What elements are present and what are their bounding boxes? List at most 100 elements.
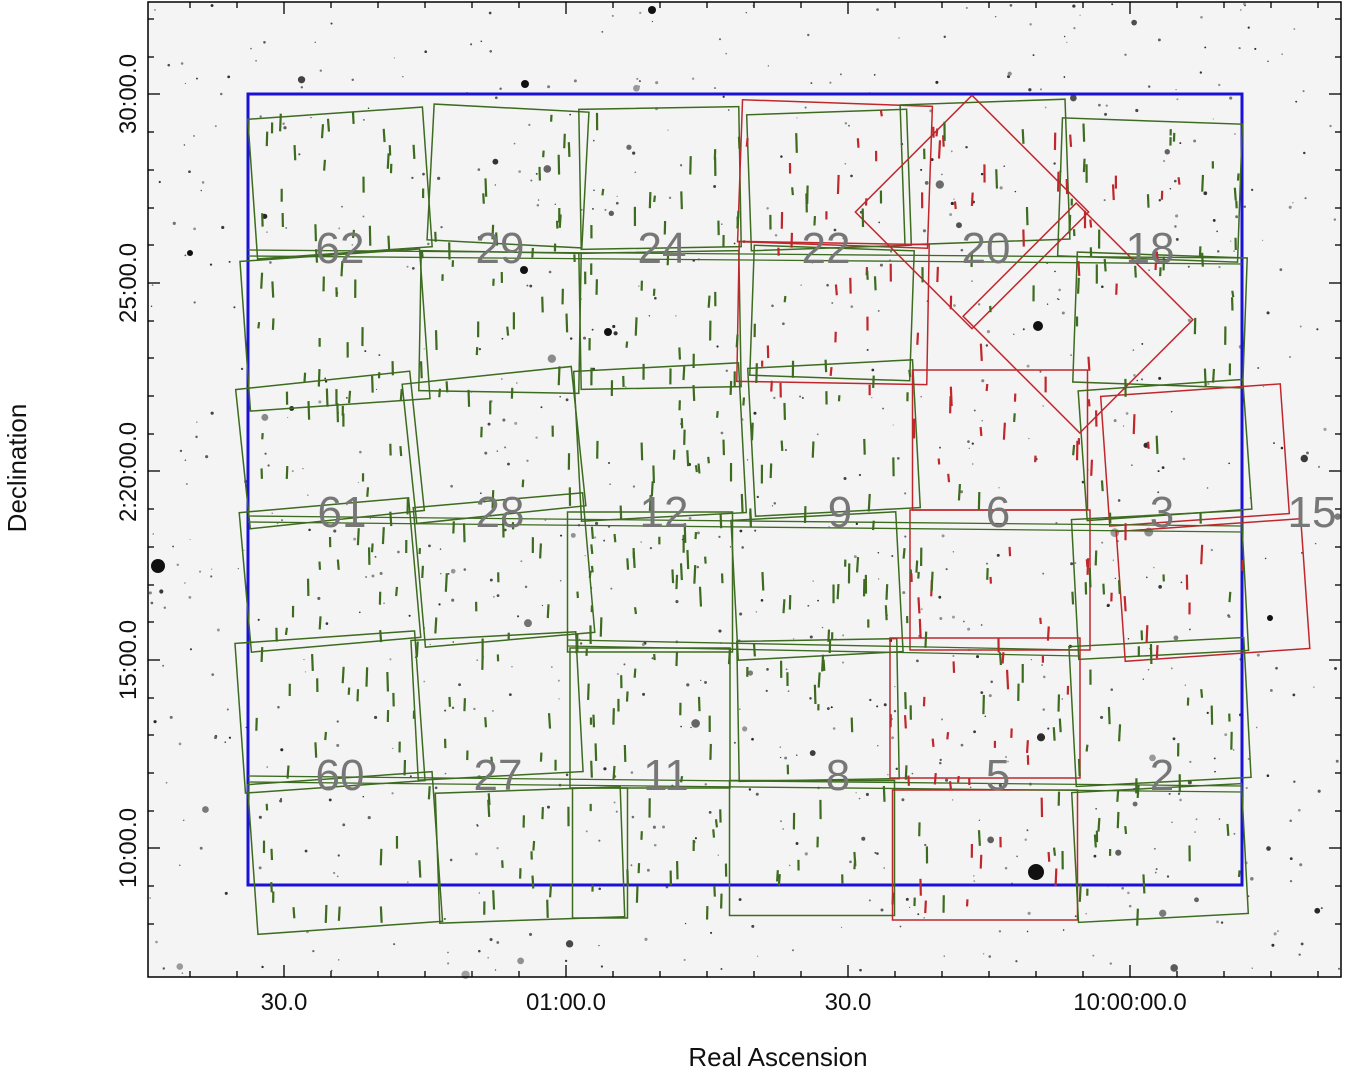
- star: [625, 386, 627, 388]
- star: [592, 207, 594, 210]
- star: [754, 529, 757, 532]
- star: [528, 123, 531, 126]
- seam-line: [567, 639, 1081, 651]
- slit: [947, 473, 951, 483]
- star: [179, 864, 181, 866]
- slit: [1087, 356, 1091, 371]
- star: [492, 710, 494, 712]
- slit: [679, 563, 683, 581]
- star: [1266, 311, 1270, 315]
- star: [332, 871, 336, 875]
- star: [526, 459, 529, 463]
- slit: [592, 714, 596, 728]
- star: [842, 634, 845, 637]
- slit: [1078, 884, 1082, 902]
- star: [291, 470, 294, 473]
- star: [877, 745, 879, 747]
- slit: [998, 652, 1003, 666]
- star: [1042, 405, 1044, 407]
- star: [640, 541, 642, 543]
- star: [439, 572, 442, 575]
- slit: [680, 191, 683, 210]
- star: [858, 473, 862, 477]
- star: [447, 572, 450, 575]
- star: [172, 221, 176, 225]
- star: [297, 76, 306, 84]
- star: [499, 87, 502, 90]
- star: [1233, 250, 1235, 252]
- star: [986, 330, 991, 334]
- star: [514, 421, 518, 425]
- star: [1300, 942, 1304, 946]
- star: [899, 925, 902, 928]
- star: [1153, 566, 1155, 569]
- star: [478, 348, 482, 351]
- star: [1063, 35, 1066, 38]
- star: [379, 571, 383, 575]
- star: [1300, 454, 1309, 463]
- star: [443, 917, 446, 921]
- slit: [381, 527, 385, 545]
- star: [1203, 191, 1208, 196]
- slit: [594, 743, 598, 761]
- slit: [1102, 583, 1106, 595]
- star: [859, 968, 862, 972]
- star: [535, 172, 538, 175]
- star: [981, 379, 985, 383]
- star: [1158, 199, 1162, 202]
- star: [508, 693, 512, 697]
- star: [911, 772, 914, 775]
- star: [720, 967, 723, 971]
- slit: [490, 756, 494, 765]
- star: [1239, 9, 1242, 11]
- star: [850, 305, 854, 308]
- slit: [1116, 790, 1120, 802]
- star: [1131, 464, 1133, 466]
- star: [226, 708, 229, 711]
- star: [269, 261, 272, 264]
- field-label-27: 27: [474, 751, 523, 800]
- slit: [379, 630, 383, 643]
- footprint: [728, 779, 896, 917]
- star: [180, 62, 184, 65]
- slit: [434, 330, 438, 350]
- star: [998, 930, 1002, 933]
- slit: [1115, 283, 1118, 295]
- star: [810, 82, 813, 84]
- star: [738, 898, 742, 901]
- star: [1028, 88, 1032, 92]
- star: [1097, 103, 1101, 107]
- star: [1228, 462, 1231, 465]
- star: [489, 938, 493, 942]
- star: [642, 692, 646, 696]
- star: [476, 823, 478, 826]
- star: [972, 875, 975, 877]
- star: [688, 516, 692, 520]
- star: [1112, 559, 1115, 561]
- slit: [1142, 874, 1146, 894]
- star: [221, 225, 225, 230]
- star: [646, 868, 650, 872]
- star: [739, 612, 743, 616]
- star: [990, 680, 993, 684]
- slit: [742, 397, 746, 406]
- star: [985, 562, 989, 565]
- slit: [1145, 625, 1149, 644]
- slit: [678, 347, 682, 360]
- star: [760, 599, 764, 602]
- star: [219, 92, 223, 96]
- star: [520, 560, 523, 563]
- star: [317, 596, 321, 600]
- slit: [271, 318, 275, 330]
- slit: [563, 133, 566, 149]
- star: [1026, 829, 1029, 832]
- star: [336, 875, 339, 878]
- star: [411, 176, 414, 179]
- slit: [937, 458, 941, 465]
- star: [767, 65, 770, 67]
- star: [502, 418, 506, 422]
- slit: [1054, 868, 1058, 887]
- footprint: [410, 630, 584, 782]
- star: [263, 41, 266, 44]
- star: [304, 849, 308, 853]
